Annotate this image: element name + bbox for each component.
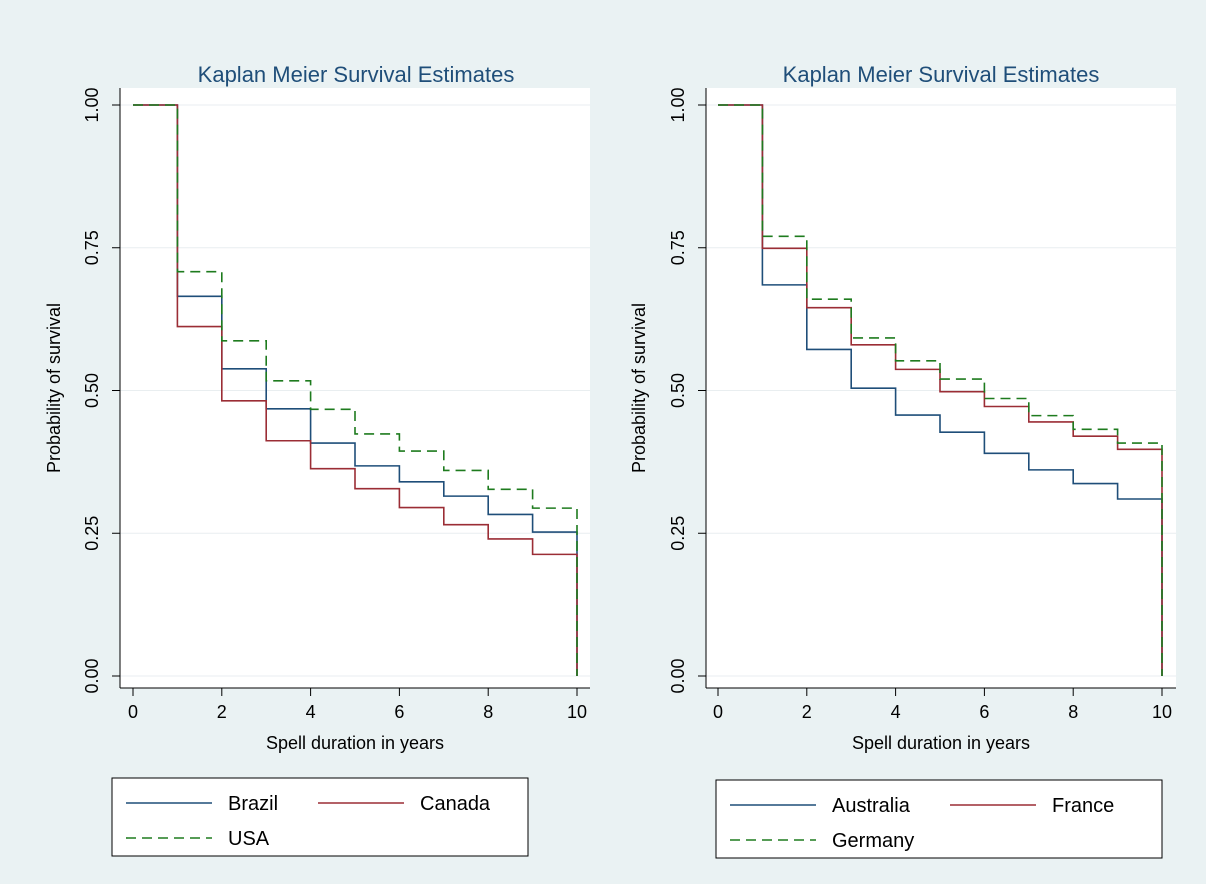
- x-tick-label: 6: [394, 702, 404, 722]
- chart-panel-2: 0.00 0.25 0.50 0.75 1.00 0 2 4 6 8 10 Kaplan Meier …: [629, 62, 1176, 859]
- legend-label: Germany: [832, 830, 914, 852]
- chart-title: Kaplan Meier Survival Estimates: [783, 62, 1100, 87]
- plot-area: [120, 88, 590, 688]
- legend-box: [111, 777, 529, 857]
- plot-area: [706, 88, 1176, 688]
- series-line-france: [718, 104, 1163, 676]
- x-tick-label: 2: [217, 702, 227, 722]
- y-tick-label: 1.00: [82, 87, 102, 122]
- x-axis-label: Spell duration in years: [266, 733, 444, 753]
- x-tick-label: 0: [713, 702, 723, 722]
- legend: Australia France Germany: [715, 779, 1163, 859]
- y-tick-label: 0.00: [82, 658, 102, 693]
- series-line-canada: [133, 104, 578, 676]
- chart-panel-1: 0.00 0.25 0.50 0.75 1.00 0 2 4 6 8 10 Kaplan Meier …: [44, 62, 590, 857]
- x-tick-label: 8: [1068, 702, 1078, 722]
- y-tick-label: 0.25: [82, 516, 102, 551]
- y-tick-label: 0.50: [668, 373, 688, 408]
- y-tick-label: 0.75: [82, 230, 102, 265]
- chart-title: Kaplan Meier Survival Estimates: [198, 62, 515, 87]
- x-tick-label: 0: [128, 702, 138, 722]
- y-axis-label: Probability of survival: [44, 303, 64, 473]
- legend-label: France: [1052, 795, 1114, 817]
- series-line-usa: [133, 104, 578, 676]
- x-tick-label: 6: [979, 702, 989, 722]
- x-tick-label: 2: [802, 702, 812, 722]
- y-tick-label: 0.50: [82, 373, 102, 408]
- legend: Brazil Canada USA: [111, 777, 529, 857]
- x-tick-label: 10: [1152, 702, 1172, 722]
- y-tick-label: 0.25: [668, 516, 688, 551]
- y-tick-label: 0.00: [668, 658, 688, 693]
- x-tick-label: 8: [483, 702, 493, 722]
- y-axis-label: Probability of survival: [629, 303, 649, 473]
- x-tick-label: 4: [306, 702, 316, 722]
- legend-box: [715, 779, 1163, 859]
- legend-label: Canada: [420, 793, 491, 815]
- legend-label: USA: [228, 828, 270, 850]
- x-axis-label: Spell duration in years: [852, 733, 1030, 753]
- legend-label: Australia: [832, 795, 911, 817]
- x-tick-label: 10: [567, 702, 587, 722]
- legend-label: Brazil: [228, 793, 278, 815]
- series-line-germany: [718, 104, 1163, 676]
- y-tick-label: 1.00: [668, 87, 688, 122]
- x-tick-label: 4: [891, 702, 901, 722]
- y-tick-label: 0.75: [668, 230, 688, 265]
